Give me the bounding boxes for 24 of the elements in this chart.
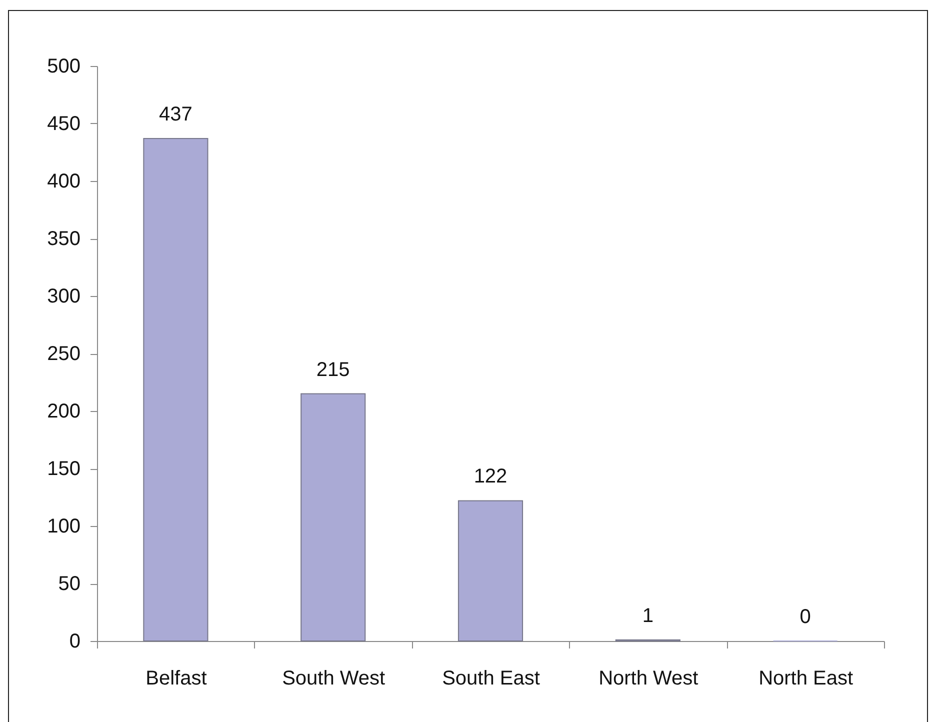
y-tick-label: 400 (47, 170, 80, 192)
y-tick-label: 300 (47, 286, 80, 308)
y-tick-label: 100 (47, 516, 80, 538)
y-tick-label: 200 (47, 400, 80, 422)
data-label: 0 (800, 606, 811, 628)
x-tick-label: North West (598, 668, 699, 690)
x-tick-label: South East (442, 668, 540, 690)
y-tick-label: 0 (69, 630, 80, 652)
data-label: 1 (642, 604, 654, 627)
y-tick-label: 250 (47, 343, 80, 365)
y-tick-label: 150 (47, 458, 80, 480)
bar (300, 393, 366, 642)
y-tick-label: 50 (58, 573, 80, 595)
bar (458, 500, 524, 642)
y-tick-label: 500 (47, 56, 80, 78)
bar (143, 138, 208, 642)
y-tick-label: 350 (47, 228, 80, 250)
data-label: 437 (159, 103, 192, 126)
data-label: 122 (474, 466, 508, 488)
x-tick-label: North East (758, 668, 854, 690)
x-tick-label: South West (282, 668, 386, 690)
data-label: 215 (316, 358, 350, 381)
y-tick-label: 450 (47, 113, 80, 135)
x-tick-label: Belfast (146, 668, 208, 690)
